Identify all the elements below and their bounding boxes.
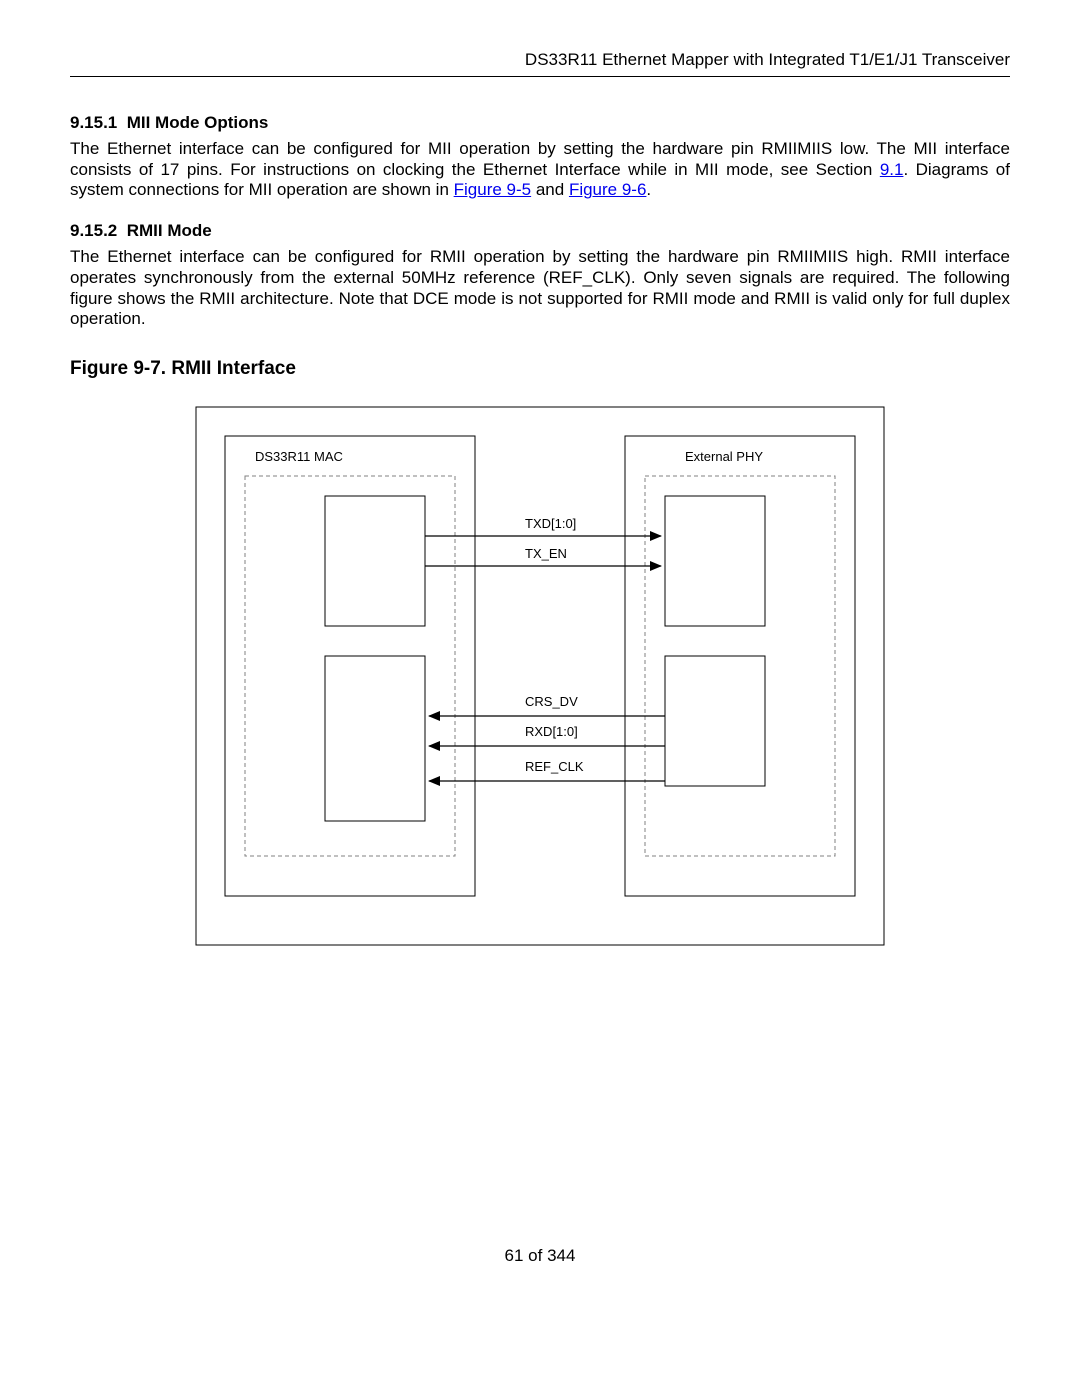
link-figure-9-5[interactable]: Figure 9-5 [454,180,531,199]
mac-rx-box [325,656,425,821]
phy-tx-box [665,496,765,626]
link-section-9-1[interactable]: 9.1 [880,160,904,179]
phy-dashed [645,476,835,856]
phy-rx-box [665,656,765,786]
link-figure-9-6[interactable]: Figure 9-6 [569,180,646,199]
label-txd: TXD[1:0] [525,516,576,531]
label-txen: TX_EN [525,546,567,561]
text-run: and [531,180,569,199]
outer-frame [196,407,884,945]
section-number: 9.15.1 [70,113,117,132]
text-run: The Ethernet interface can be configured… [70,139,1010,179]
section-title: MII Mode Options [127,113,269,132]
section-heading-2: 9.15.2 RMII Mode [70,221,1010,241]
mac-block [225,436,475,896]
page: DS33R11 Ethernet Mapper with Integrated … [0,0,1080,1306]
section-number: 9.15.2 [70,221,117,240]
section-title: RMII Mode [127,221,212,240]
figure-caption: Figure 9-7. RMII Interface [70,358,1010,380]
phy-block [625,436,855,896]
section-1-body: The Ethernet interface can be configured… [70,139,1010,201]
doc-header-title: DS33R11 Ethernet Mapper with Integrated … [70,50,1010,77]
label-rxd: RXD[1:0] [525,724,578,739]
rmii-interface-diagram: DS33R11 MAC External PHY TXD[1:0] TX_EN [195,406,885,946]
mac-label: DS33R11 MAC [255,449,343,464]
figure-diagram: DS33R11 MAC External PHY TXD[1:0] TX_EN [70,406,1010,946]
label-crsdv: CRS_DV [525,694,578,709]
mac-dashed [245,476,455,856]
page-footer: 61 of 344 [70,1246,1010,1266]
text-run: . [646,180,651,199]
section-heading-1: 9.15.1 MII Mode Options [70,113,1010,133]
mac-tx-box [325,496,425,626]
phy-label: External PHY [685,449,763,464]
label-refclk: REF_CLK [525,759,584,774]
section-2-body: The Ethernet interface can be configured… [70,247,1010,330]
